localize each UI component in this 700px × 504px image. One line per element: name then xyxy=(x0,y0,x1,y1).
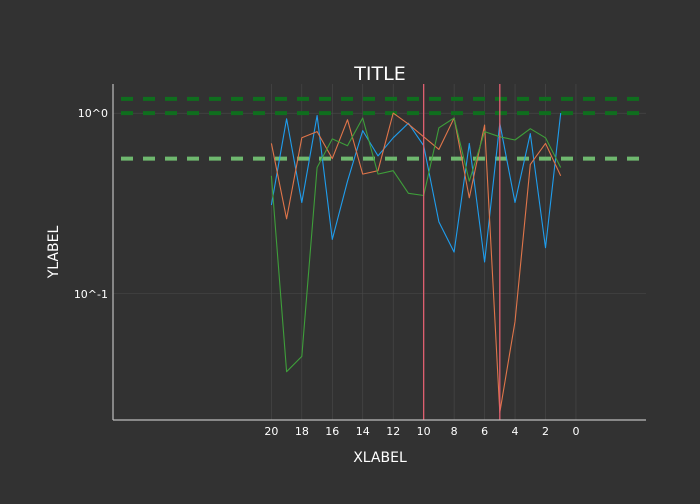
x-tick-label: 0 xyxy=(572,425,579,438)
tick-labels: 20 18 16 14 12 10 8 6 4 2 010^010^-1 xyxy=(74,107,580,438)
reference-hlines xyxy=(121,96,640,161)
y-axis-label: YLABEL xyxy=(46,226,62,280)
x-axis-label: XLABEL xyxy=(353,450,407,466)
x-tick-label: 10 xyxy=(417,425,431,438)
x-tick-label: 12 xyxy=(386,425,400,438)
axes xyxy=(112,84,646,421)
x-tick-label: 14 xyxy=(356,425,370,438)
x-tick-label: 2 xyxy=(542,425,549,438)
x-tick-label: 18 xyxy=(295,425,309,438)
grid-lines xyxy=(113,84,646,420)
reference-vlines xyxy=(423,84,501,420)
x-tick-label: 6 xyxy=(481,425,488,438)
series-line xyxy=(270,117,562,373)
y-tick-label: 10^-1 xyxy=(74,288,108,301)
y-tick-label: 10^0 xyxy=(78,107,108,120)
chart-title: TITLE xyxy=(353,63,405,85)
series-line xyxy=(270,113,562,263)
series-line xyxy=(270,112,562,414)
series-lines xyxy=(270,112,562,414)
x-tick-label: 8 xyxy=(451,425,458,438)
x-tick-label: 16 xyxy=(325,425,339,438)
x-tick-label: 20 xyxy=(264,425,278,438)
x-tick-label: 4 xyxy=(512,425,519,438)
